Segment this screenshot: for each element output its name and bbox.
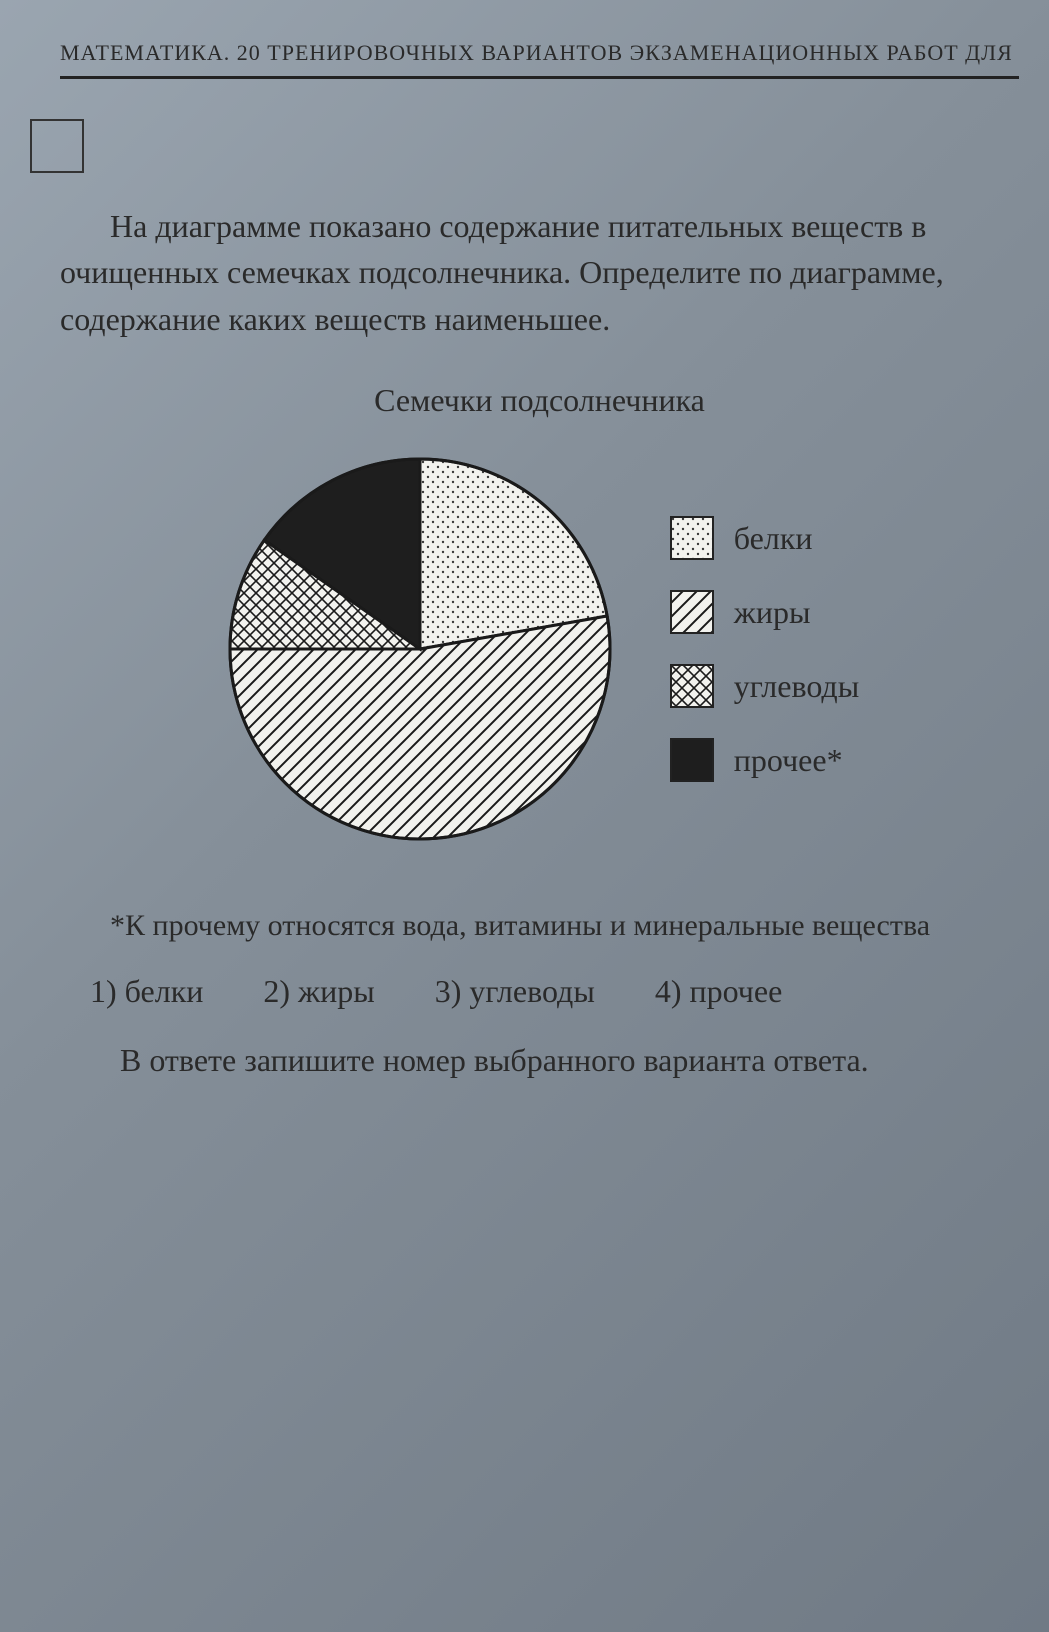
page-header: МАТЕМАТИКА. 20 ТРЕНИРОВОЧНЫХ ВАРИАНТОВ Э… — [60, 40, 1019, 66]
chart-legend: белки жиры углеводы прочее* — [670, 516, 859, 782]
chart-container: белки жиры углеводы прочее* — [60, 449, 1019, 849]
option-number: 4) — [655, 973, 682, 1009]
legend-label: прочее* — [734, 742, 843, 779]
legend-item: жиры — [670, 590, 859, 634]
option-item: 4) прочее — [655, 973, 782, 1010]
legend-item: белки — [670, 516, 859, 560]
pie-chart — [220, 449, 620, 849]
option-number: 3) — [435, 973, 462, 1009]
legend-swatch-icon — [670, 590, 714, 634]
legend-swatch-icon — [670, 664, 714, 708]
legend-item: прочее* — [670, 738, 859, 782]
option-label: прочее — [689, 973, 782, 1009]
footnote-text: *К прочему относятся вода, витамины и ми… — [70, 909, 1019, 943]
option-label: углеводы — [469, 973, 594, 1009]
legend-swatch-icon — [670, 738, 714, 782]
legend-label: белки — [734, 520, 813, 557]
option-item: 2) жиры — [263, 973, 374, 1010]
question-text: На диаграмме показано содержание питател… — [60, 203, 1019, 342]
option-item: 3) углеводы — [435, 973, 595, 1010]
answer-instruction: В ответе запишите номер выбранного вариа… — [90, 1042, 1019, 1079]
option-number: 1) — [90, 973, 117, 1009]
answer-options: 1) белки 2) жиры 3) углеводы 4) прочее — [90, 973, 1019, 1010]
horizontal-rule — [60, 76, 1019, 79]
legend-item: углеводы — [670, 664, 859, 708]
legend-label: жиры — [734, 594, 811, 631]
legend-label: углеводы — [734, 668, 859, 705]
number-box — [30, 119, 84, 173]
option-label: жиры — [298, 973, 375, 1009]
legend-swatch-icon — [670, 516, 714, 560]
option-item: 1) белки — [90, 973, 203, 1010]
chart-title: Семечки подсолнечника — [60, 382, 1019, 419]
option-label: белки — [125, 973, 204, 1009]
option-number: 2) — [263, 973, 290, 1009]
